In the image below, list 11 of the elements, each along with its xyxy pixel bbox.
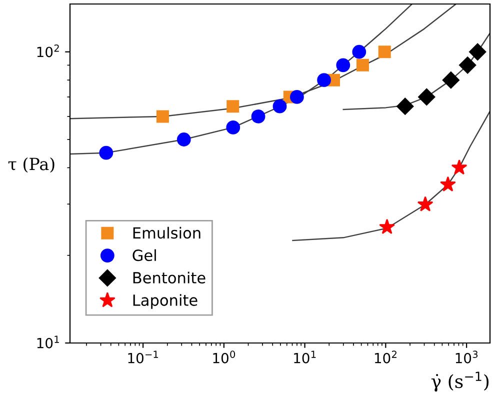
- x-tick-label: 10$^{0}$: [213, 350, 236, 364]
- legend-label: Bentonite: [133, 272, 206, 284]
- x-tick-label: 10$^{1}$: [294, 350, 316, 364]
- legend-label: Laponite: [133, 294, 198, 309]
- x-tick-label: 10$^{2}$: [374, 350, 396, 364]
- legend-label: Emulsion: [133, 226, 200, 239]
- x-tick-label: 10$^{3}$: [456, 350, 478, 364]
- legend-label: Gel: [132, 249, 156, 262]
- y-axis-title: τ (Pa): [8, 157, 54, 173]
- x-tick-label: 10$^{−1}$: [128, 350, 158, 364]
- x-axis-title: γ̇ (s$^{−1}$): [431, 372, 489, 392]
